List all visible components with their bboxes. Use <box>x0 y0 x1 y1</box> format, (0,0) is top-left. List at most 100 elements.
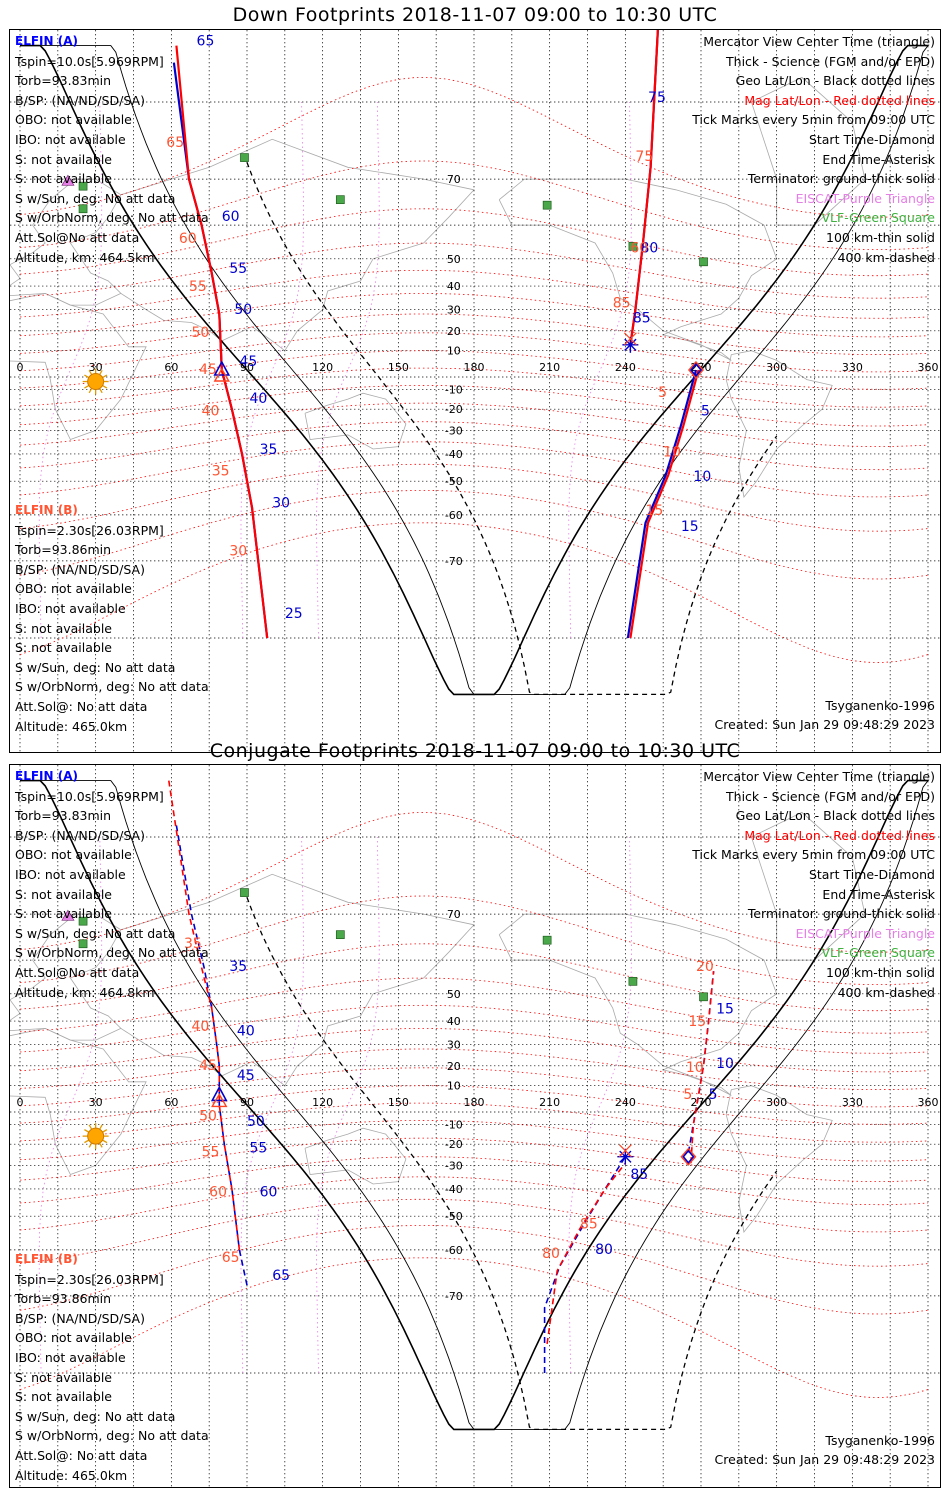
track-b-time-label: 50 <box>199 1108 217 1124</box>
sun-ray <box>84 384 90 389</box>
elfin-b-info: ELFIN (B) Tspin=2.30s[26.03RPM] Torb=93.… <box>15 1250 209 1485</box>
vlf-station-marker <box>335 195 345 205</box>
orbit-track-elfinb <box>546 1162 626 1345</box>
sun-ray <box>102 384 108 389</box>
legend-item: Start Time-Diamond <box>808 866 935 882</box>
sun-ray <box>99 388 103 394</box>
sun-ray <box>88 1124 93 1130</box>
mag-latitude-line <box>19 1137 929 1182</box>
track-b-time-label: 10 <box>686 1060 704 1076</box>
elfin-a-line: S: not available <box>15 906 112 922</box>
lat-tick-label: 40 <box>447 280 461 293</box>
lon-tick-label: 90 <box>240 1096 254 1109</box>
elfin-a-info: ELFIN (A) Tspin=10.0s[5.969RPM] Torb=93.… <box>15 32 209 267</box>
elfin-b-header: ELFIN (B) <box>15 1252 78 1266</box>
elfin-b-line: S: not available <box>15 1369 112 1385</box>
coastline <box>304 1127 407 1185</box>
vlf-station-marker <box>78 939 88 949</box>
legend-item: EISCAT-Purple Triangle <box>795 190 935 206</box>
lat-tick-label: -70 <box>445 555 463 568</box>
track-a-time-label: 10 <box>693 469 711 485</box>
track-b-time-label: 30 <box>229 543 247 559</box>
panel-down: 0 30 60 90 120 150 180 210 240 270 300 330 360 -70 -60… <box>9 29 941 753</box>
lon-tick-label: 30 <box>89 1096 103 1109</box>
lon-tick-label: 60 <box>164 1096 178 1109</box>
track-b-time-label: 15 <box>688 1014 706 1030</box>
track-a-time-label: 35 <box>260 442 278 458</box>
sun-ray <box>99 369 103 375</box>
created-label: Created: Sun Jan 29 09:48:29 2023 <box>714 1452 935 1467</box>
lat-tick-label: 30 <box>447 304 461 317</box>
mag-latitude-line <box>19 332 929 373</box>
elfin-a-line: Altitude, km: 464.8km <box>15 984 155 1000</box>
vlf-station-marker <box>240 153 249 162</box>
legend-item: Terminator: ground-thick solid <box>747 171 935 187</box>
coastline <box>750 811 866 961</box>
mag-latitude-line <box>19 1176 929 1233</box>
terminator-400km <box>246 897 778 1431</box>
track-a-time-label: 45 <box>239 354 257 370</box>
panel-conjugate: 0 30 60 90 120 150 180 210 240 270 300 330 360 -70 -60… <box>9 764 941 1488</box>
elfin-a-line: OBO: not available <box>15 847 132 863</box>
legend-item: Mercator View Center Time (triangle) <box>703 769 935 784</box>
elfin-b-line: Tspin=2.30s[26.03RPM] <box>15 522 164 538</box>
orbit-track-elfina <box>626 369 698 639</box>
legend-item: VLF-Green Square <box>821 945 935 961</box>
lon-tick-label: 240 <box>615 361 636 374</box>
orbit-track-elfina <box>629 30 659 345</box>
track-a-time-label: 45 <box>237 1068 255 1084</box>
track-b-time-label: 45 <box>199 1058 217 1074</box>
lon-tick-label: 360 <box>918 1096 939 1109</box>
lon-tick-label: 180 <box>464 1096 485 1109</box>
lat-tick-label: 30 <box>447 1039 461 1052</box>
mag-latitude-line <box>19 313 929 356</box>
track-a-time-label: 40 <box>250 391 268 407</box>
elfin-b-line: OBO: not available <box>15 581 132 597</box>
coastline <box>10 1027 147 1175</box>
vlf-station-marker <box>78 916 88 926</box>
elfin-b-line: S: not available <box>15 1389 112 1405</box>
lon-tick-label: 210 <box>539 1096 560 1109</box>
track-a-time-label: 85 <box>633 311 651 327</box>
elfin-a-line: Torb=93.83min <box>15 808 112 824</box>
lon-tick-label: 300 <box>766 1096 787 1109</box>
vlf-station-marker <box>542 200 552 210</box>
vlf-station-marker <box>628 976 638 986</box>
map-conjugate: 0 30 60 90 120 150 180 210 240 270 300 330 360 -70 -60… <box>10 765 940 1487</box>
track-a-time-label: 80 <box>640 241 658 257</box>
mag-latitude-line <box>19 1198 929 1267</box>
mag-latitude-line <box>19 895 929 985</box>
mag-latitude-line <box>19 367 929 408</box>
mag-grid <box>19 77 929 663</box>
start-diamond-icon <box>687 360 704 380</box>
orbit-track-elfinb <box>175 45 269 639</box>
elfin-a-line: S w/OrbNorm, deg: No att data <box>15 210 209 226</box>
legend-item: Geo Lat/Lon - Black dotted lines <box>735 73 935 89</box>
lat-tick-label: 70 <box>447 173 461 186</box>
lat-tick-label: -20 <box>445 403 463 416</box>
elfin-a-line: S w/OrbNorm, deg: No att data <box>15 945 209 961</box>
sun-ray <box>88 1142 93 1148</box>
legend-item: 100 km-thin solid <box>826 229 935 245</box>
elfin-a-line: Att.Sol@No att data <box>15 964 140 980</box>
lon-tick-label: 60 <box>164 361 178 374</box>
track-b-time-label: 60 <box>209 1185 227 1201</box>
legend-item: 400 km-dashed <box>837 249 935 265</box>
track-b-time-label: 35 <box>184 936 202 952</box>
mag-latitude-line <box>19 490 929 580</box>
vlf-station-marker <box>542 935 552 945</box>
orbit-track-elfinb <box>629 30 659 345</box>
mag-latitude-line <box>19 1085 929 1125</box>
orbit-track-elfinb <box>690 971 715 1164</box>
mag-latitude-line <box>19 293 929 338</box>
sun-ray <box>99 1142 103 1148</box>
lat-tick-label: -50 <box>445 1210 463 1223</box>
legend-item: Start Time-Diamond <box>808 131 935 147</box>
lon-tick-label: 240 <box>615 1096 636 1109</box>
lat-tick-label: -60 <box>445 509 463 522</box>
terminator-100km <box>20 45 929 695</box>
elfin-b-line: Att.Sol@: No att data <box>15 698 148 714</box>
elfin-b-line: B/SP: (NA/ND/SD/SA) <box>15 561 145 577</box>
orbit-track-elfinb <box>629 369 700 639</box>
track-b-time-label: 60 <box>630 241 648 257</box>
